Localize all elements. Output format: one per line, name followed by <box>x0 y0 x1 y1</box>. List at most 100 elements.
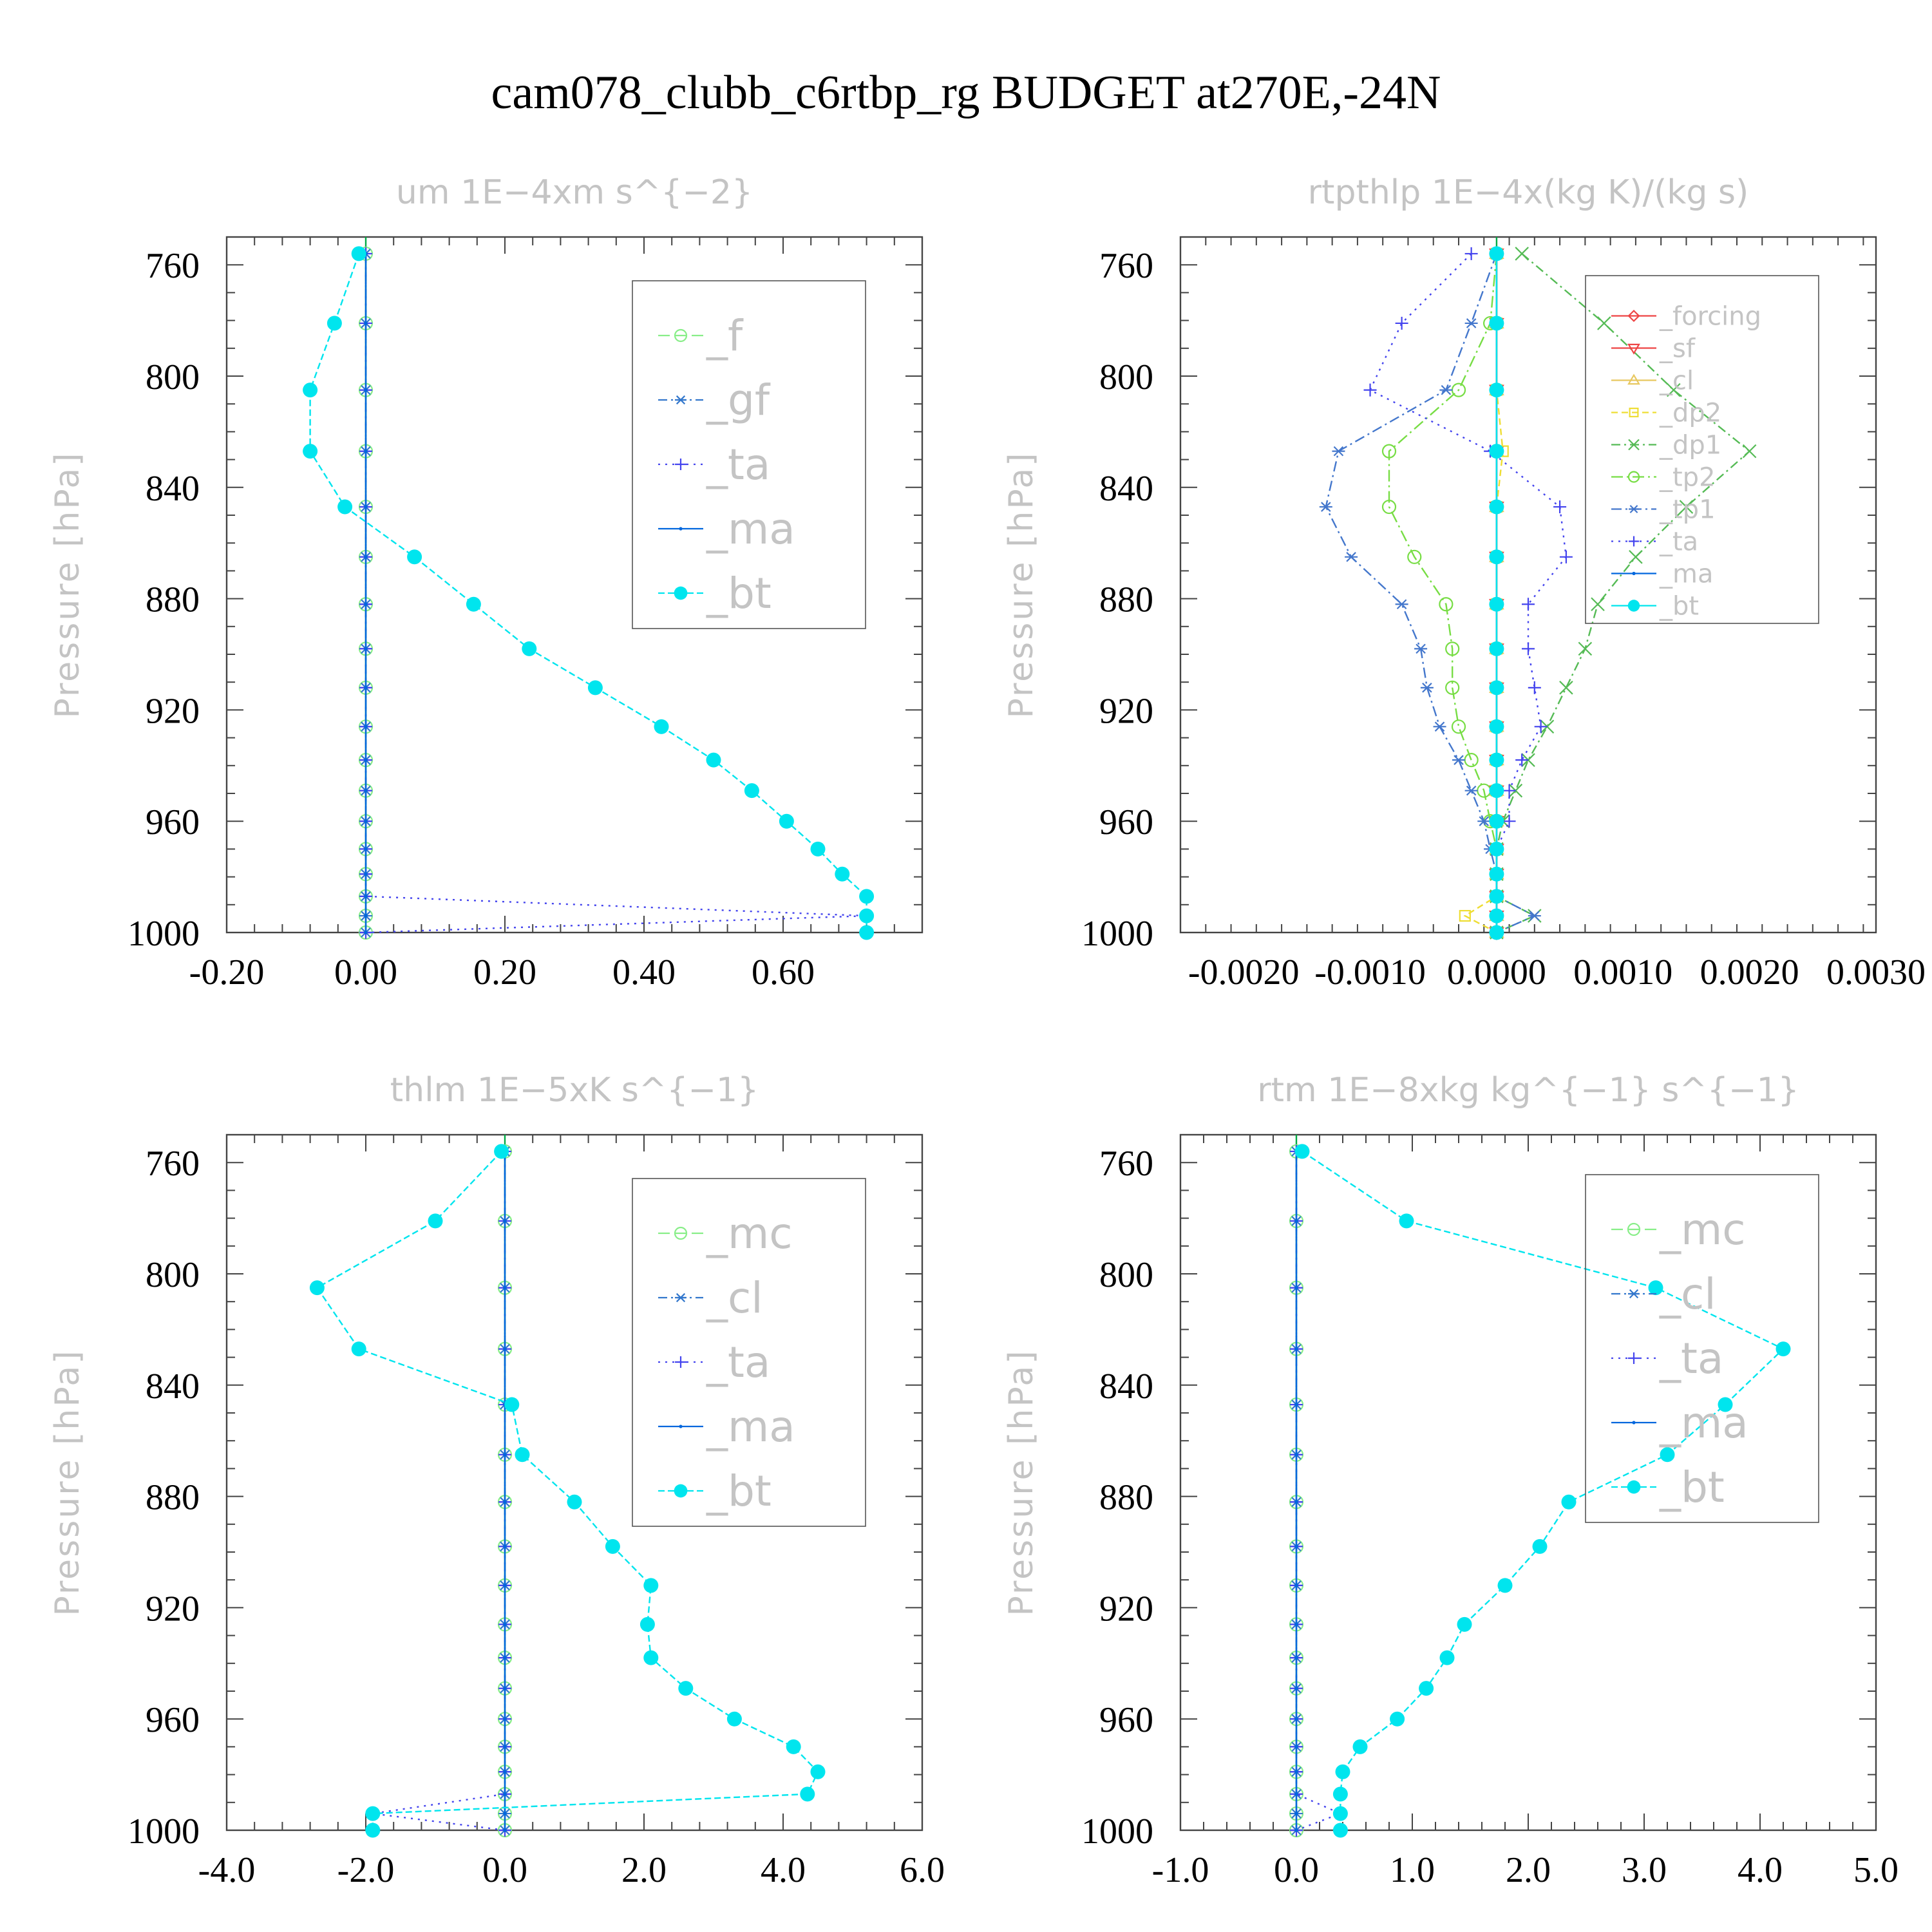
data-point <box>364 686 368 690</box>
series-ta <box>366 1144 511 1837</box>
y-tick-label: 920 <box>146 1589 200 1629</box>
legend-label: _bt <box>1659 1463 1725 1512</box>
data-point <box>337 499 353 515</box>
data-point <box>1489 719 1504 734</box>
data-point <box>1489 908 1504 923</box>
y-axis-label: Pressure [hPa] <box>1002 1349 1041 1616</box>
legend-item: _tp1 <box>1611 495 1716 525</box>
data-point <box>1464 318 1478 328</box>
legend-label: _cl <box>706 1273 763 1323</box>
data-point <box>859 889 875 904</box>
data-point <box>503 1286 507 1290</box>
data-point <box>303 383 318 398</box>
legend-label: _cl <box>1659 1269 1716 1319</box>
y-tick-label: 920 <box>1099 691 1153 731</box>
y-tick-label: 800 <box>1099 357 1153 397</box>
series-ma <box>503 1150 507 1832</box>
data-point <box>1489 499 1504 515</box>
x-tick-label: -0.0010 <box>1314 952 1426 992</box>
series-ta <box>359 247 873 939</box>
data-point <box>726 1711 742 1727</box>
legend-item: _forcing <box>1611 302 1761 332</box>
legend-marker <box>675 395 687 405</box>
data-point <box>1489 866 1504 882</box>
data-point <box>503 1792 507 1796</box>
series-line <box>1325 253 1537 934</box>
data-point <box>1399 1213 1414 1229</box>
y-axis-label: Pressure [hPa] <box>48 451 87 719</box>
legend-item: _ta <box>658 1338 770 1387</box>
data-point <box>503 1828 507 1832</box>
data-point <box>678 1681 694 1696</box>
data-point <box>1534 720 1548 734</box>
legend-label: _gf <box>706 375 771 425</box>
x-tick-label: 0.0000 <box>1447 952 1546 992</box>
data-point <box>1528 681 1541 694</box>
legend-marker <box>1632 571 1636 576</box>
x-tick-label: 0.0030 <box>1826 952 1926 992</box>
legend-box <box>1585 1174 1819 1523</box>
data-point <box>1559 550 1573 564</box>
series-bt <box>309 1144 826 1838</box>
data-point <box>503 1584 507 1587</box>
legend-marker <box>674 328 688 343</box>
legend-label: _dp2 <box>1659 399 1721 428</box>
legend-label: _ma <box>706 1402 795 1452</box>
legend-label: _ta <box>1659 1334 1723 1383</box>
legend-label: _bt <box>1659 592 1699 621</box>
x-tick-label: 0.0 <box>1274 1850 1319 1890</box>
data-point <box>654 719 669 734</box>
data-point <box>1335 1764 1350 1779</box>
panel-title: thlm 1E−5xK s^{−1} <box>390 1071 759 1110</box>
legend-label: _dp1 <box>1659 431 1721 460</box>
legend-marker <box>1627 471 1640 483</box>
data-point <box>1420 683 1434 693</box>
x-tick-label: 3.0 <box>1622 1850 1667 1890</box>
data-point <box>1597 316 1611 330</box>
data-point <box>1332 1806 1348 1821</box>
data-point <box>1489 925 1504 940</box>
data-point <box>503 1544 507 1548</box>
data-point <box>1294 1745 1298 1748</box>
x-tick-label: 0.0020 <box>1700 952 1799 992</box>
series-dp2 <box>1459 247 1509 939</box>
x-tick-label: 6.0 <box>900 1850 945 1890</box>
legend-label: _f <box>706 311 744 361</box>
series-bt <box>1489 246 1504 940</box>
data-point <box>503 1219 507 1223</box>
data-point <box>364 819 368 823</box>
data-point <box>364 724 368 728</box>
y-tick-label: 800 <box>1099 1255 1153 1295</box>
data-point <box>1294 1584 1298 1587</box>
legend-marker <box>1627 1222 1641 1236</box>
y-tick-label: 760 <box>1099 246 1153 286</box>
legend-marker <box>675 1293 687 1303</box>
panel-tl: um 1E−4xm s^{−2} Pressure [hPa] 760 800 840 8… <box>48 173 923 992</box>
data-point <box>1381 444 1397 459</box>
legend-item: _f <box>658 311 744 361</box>
y-axis-label: Pressure [hPa] <box>1002 451 1041 719</box>
data-point <box>504 1397 520 1412</box>
x-tick-label: 0.00 <box>334 952 397 992</box>
legend-item: _ma <box>658 1402 795 1452</box>
data-point <box>503 1687 507 1690</box>
data-point <box>1294 1144 1310 1159</box>
legend-item: _mc <box>1611 1205 1746 1255</box>
data-point <box>1489 752 1504 768</box>
legend: _forcing_sf_cl _dp2 _dp1 _tp2_tp1_ta _ma _bt <box>1585 275 1819 624</box>
data-point <box>364 505 368 509</box>
data-point <box>810 841 826 857</box>
legend-item: _bt <box>658 569 772 618</box>
legend-item: _tp2 <box>1611 463 1716 493</box>
y-tick-label: 960 <box>146 1700 200 1740</box>
plot-frame <box>1179 1133 1877 1832</box>
legend-marker <box>1628 439 1640 451</box>
data-point <box>1439 384 1453 395</box>
legend-item: _bt <box>1611 1463 1725 1512</box>
data-point <box>503 1622 507 1626</box>
data-point <box>1679 500 1694 514</box>
legend-item: _bt <box>658 1466 772 1516</box>
data-point <box>1489 641 1504 656</box>
data-point <box>364 602 368 606</box>
